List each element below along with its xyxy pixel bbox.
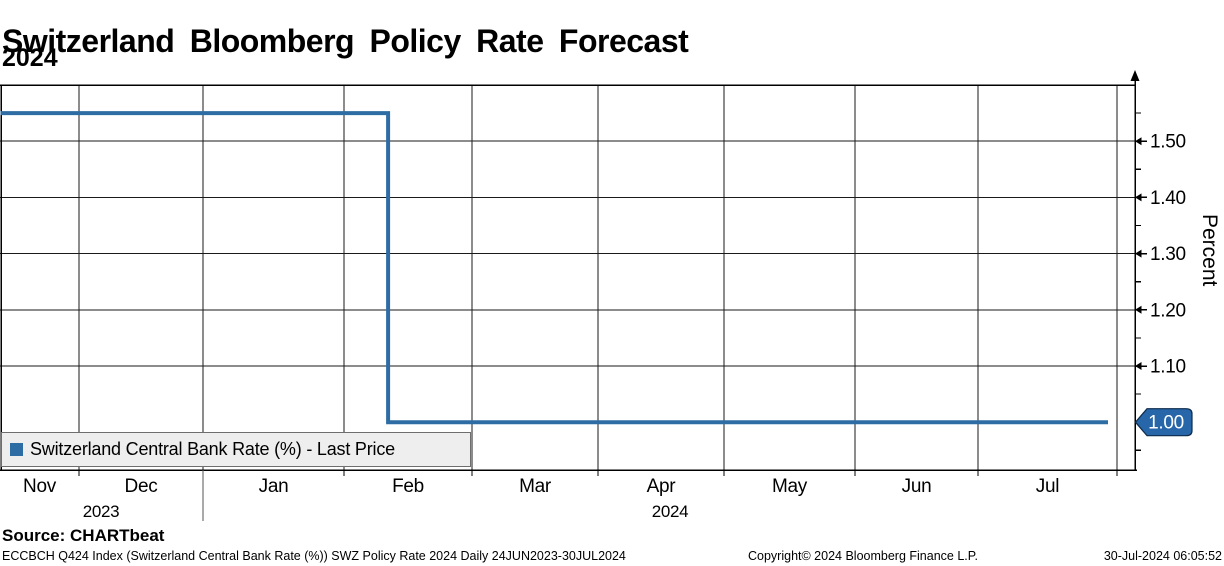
- x-month-label: Jul: [1036, 476, 1059, 497]
- y-tick-arrow-icon: [1135, 362, 1142, 370]
- last-price-badge-value: 1.00: [1148, 413, 1184, 434]
- chart-title: Switzerland Bloomberg Policy Rate Foreca…: [2, 23, 689, 60]
- legend-marker-icon: [10, 443, 23, 456]
- x-year-label: 2023: [83, 502, 120, 521]
- y-tick-label: 1.50: [1150, 132, 1186, 153]
- y-tick-arrow-icon: [1135, 193, 1142, 202]
- x-month-label: Jun: [902, 476, 932, 497]
- last-price-badge: [1134, 408, 1193, 437]
- series-line: [0, 111, 1108, 425]
- y-tick-label: 1.20: [1150, 300, 1186, 321]
- x-month-label: May: [772, 476, 808, 497]
- y-tick-label: 1.10: [1150, 357, 1186, 378]
- x-month-label: Mar: [519, 476, 552, 497]
- y-tick-arrow-icon: [1135, 249, 1142, 258]
- x-month-label: Nov: [23, 476, 57, 497]
- footer-copyright: Copyright© 2024 Bloomberg Finance L.P.: [748, 549, 978, 563]
- y-tick-arrow-icon: [1135, 305, 1142, 314]
- footer-index-info: ECCBCH Q424 Index (Switzerland Central B…: [2, 549, 626, 563]
- legend-label: Switzerland Central Bank Rate (%) - Last…: [30, 439, 395, 459]
- source-line: Source: CHARTbeat: [2, 526, 165, 545]
- footer-timestamp: 30-Jul-2024 06:05:52: [1103, 549, 1222, 563]
- y-tick-label: 1.30: [1150, 244, 1186, 265]
- x-month-label: Dec: [125, 476, 158, 497]
- x-month-label: Apr: [647, 476, 677, 497]
- y-tick-arrow-icon: [1135, 137, 1142, 146]
- chart-subtitle: 2024: [2, 44, 58, 72]
- x-month-label: Feb: [392, 476, 424, 497]
- y-tick-label: 1.40: [1150, 188, 1186, 209]
- x-month-label: Jan: [259, 476, 289, 497]
- legend: Switzerland Central Bank Rate (%) - Last…: [1, 432, 471, 467]
- x-year-label: 2024: [652, 502, 689, 521]
- y-axis-arrow-icon: [1130, 70, 1140, 81]
- y-axis-label: Percent: [1198, 214, 1221, 287]
